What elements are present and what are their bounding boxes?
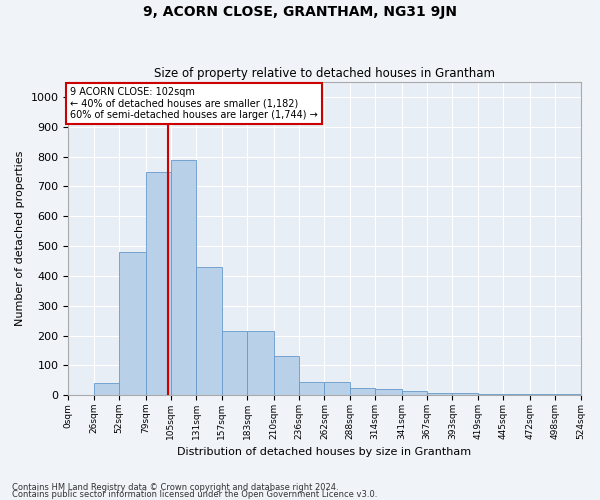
Bar (530, 394, 555, 395)
Bar (401, 390, 427, 395)
Text: 9, ACORN CLOSE, GRANTHAM, NG31 9JN: 9, ACORN CLOSE, GRANTHAM, NG31 9JN (143, 5, 457, 19)
Bar (196, 267, 222, 395)
Bar (452, 393, 478, 395)
Bar (555, 394, 581, 395)
X-axis label: Distribution of detached houses by size in Grantham: Distribution of detached houses by size … (178, 448, 472, 458)
Bar (427, 393, 452, 395)
Bar (247, 331, 274, 395)
Bar (119, 252, 146, 395)
Text: Contains public sector information licensed under the Open Government Licence v3: Contains public sector information licen… (12, 490, 377, 499)
Text: 9 ACORN CLOSE: 102sqm
← 40% of detached houses are smaller (1,182)
60% of semi-d: 9 ACORN CLOSE: 102sqm ← 40% of detached … (70, 86, 318, 120)
Bar (350, 388, 375, 395)
Y-axis label: Number of detached properties: Number of detached properties (15, 151, 25, 326)
Bar (274, 356, 299, 395)
Title: Size of property relative to detached houses in Grantham: Size of property relative to detached ho… (154, 66, 495, 80)
Bar (171, 160, 196, 395)
Bar (503, 394, 530, 395)
Bar (478, 394, 503, 395)
Bar (375, 389, 401, 395)
Bar (222, 331, 247, 395)
Bar (94, 383, 119, 395)
Bar (299, 382, 325, 395)
Text: Contains HM Land Registry data © Crown copyright and database right 2024.: Contains HM Land Registry data © Crown c… (12, 484, 338, 492)
Bar (146, 172, 171, 395)
Bar (325, 382, 350, 395)
